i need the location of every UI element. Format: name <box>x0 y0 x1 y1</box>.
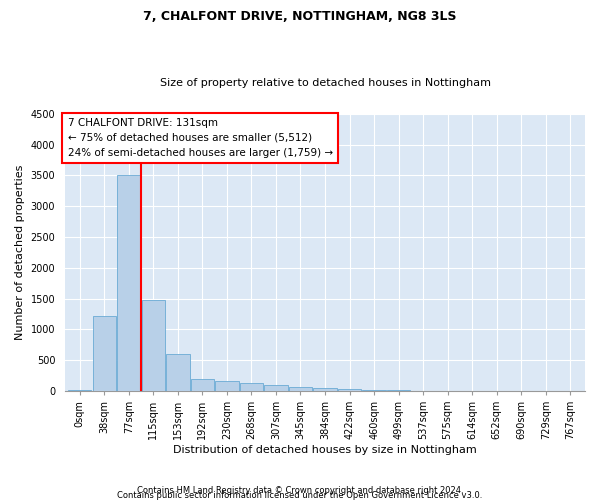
Bar <box>191 378 214 391</box>
Bar <box>117 176 140 391</box>
Bar <box>289 386 312 391</box>
X-axis label: Distribution of detached houses by size in Nottingham: Distribution of detached houses by size … <box>173 445 477 455</box>
Bar <box>265 385 287 391</box>
Bar <box>142 300 165 391</box>
Bar <box>387 390 410 391</box>
Bar <box>92 316 116 391</box>
Text: Contains HM Land Registry data © Crown copyright and database right 2024.: Contains HM Land Registry data © Crown c… <box>137 486 463 495</box>
Bar <box>313 388 337 391</box>
Bar <box>362 390 386 391</box>
Title: Size of property relative to detached houses in Nottingham: Size of property relative to detached ho… <box>160 78 491 88</box>
Text: Contains public sector information licensed under the Open Government Licence v3: Contains public sector information licen… <box>118 490 482 500</box>
Bar <box>240 383 263 391</box>
Bar <box>215 381 239 391</box>
Bar <box>68 390 91 391</box>
Text: 7, CHALFONT DRIVE, NOTTINGHAM, NG8 3LS: 7, CHALFONT DRIVE, NOTTINGHAM, NG8 3LS <box>143 10 457 23</box>
Bar <box>338 389 361 391</box>
Bar <box>166 354 190 391</box>
Text: 7 CHALFONT DRIVE: 131sqm
← 75% of detached houses are smaller (5,512)
24% of sem: 7 CHALFONT DRIVE: 131sqm ← 75% of detach… <box>68 118 333 158</box>
Y-axis label: Number of detached properties: Number of detached properties <box>15 164 25 340</box>
